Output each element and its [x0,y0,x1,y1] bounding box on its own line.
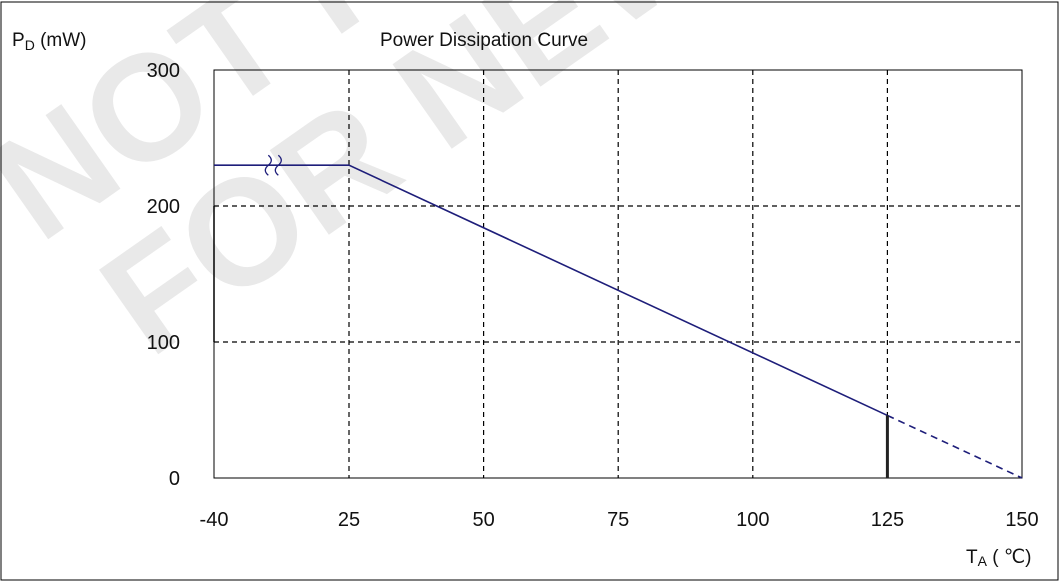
curve-extrapolated-segment [887,414,1023,479]
x-axis-label-sub: A [978,553,988,569]
y-tick-label: 100 [147,332,180,354]
x-axis-label: TA ( ℃) [966,547,1032,569]
axis-break-mark [264,154,272,176]
y-tick-label: 300 [147,60,180,82]
x-tick-label: 75 [607,509,629,531]
chart-marks [213,154,1023,479]
axis-break-mark [274,154,282,176]
x-axis-label-main: T [966,547,978,568]
x-tick-label: 150 [1005,509,1038,531]
x-tick-label: 25 [338,509,360,531]
y-axis-label-sub: D [25,37,35,53]
x-tick-label: 125 [871,509,904,531]
y-tick-label: 0 [169,468,180,490]
tick-labels: -40 25 50 75 100 125 150 0 100 200 300 [147,60,1039,531]
chart-title: Power Dissipation Curve [380,30,588,51]
y-axis-label: PD (mW) [12,30,87,53]
y-tick-label: 200 [147,196,180,218]
y-axis-label-main: P [12,30,25,51]
x-axis-label-unit: ( ℃) [987,547,1032,568]
x-tick-label: -40 [200,509,229,531]
y-axis-label-unit: (mW) [35,30,87,51]
x-tick-label: 100 [736,509,769,531]
grid [213,70,1022,478]
watermark: NOT RECOMMENDED FOR NEW DESIGN [0,0,1060,386]
x-tick-label: 50 [472,509,494,531]
